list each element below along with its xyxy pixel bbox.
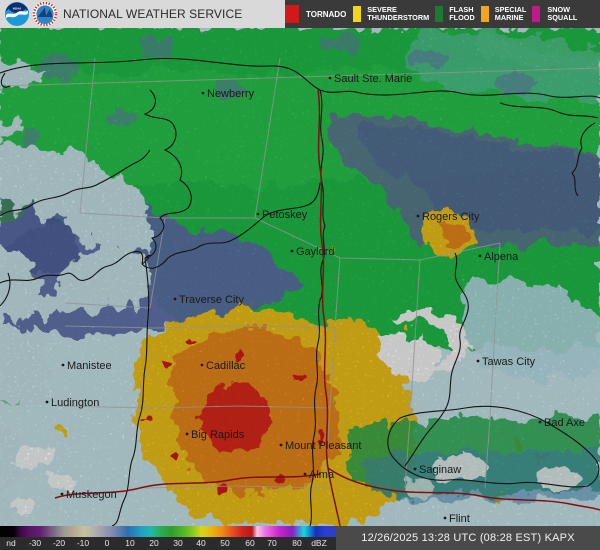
svg-text:Mount Pleasant: Mount Pleasant bbox=[285, 440, 361, 452]
svg-text:Ludington: Ludington bbox=[51, 397, 99, 409]
svg-text:Alpena: Alpena bbox=[484, 251, 519, 263]
svg-text:Flint: Flint bbox=[449, 513, 470, 525]
svg-text:NOAA: NOAA bbox=[13, 6, 22, 10]
svg-text:Manistee: Manistee bbox=[67, 360, 112, 372]
svg-text:Muskegon: Muskegon bbox=[66, 489, 117, 501]
svg-text:Bad Axe: Bad Axe bbox=[544, 417, 585, 429]
svg-text:Sault Ste. Marie: Sault Ste. Marie bbox=[334, 73, 412, 85]
svg-text:Big Rapids: Big Rapids bbox=[191, 429, 245, 441]
svg-text:Petoskey: Petoskey bbox=[262, 209, 308, 221]
svg-text:Traverse City: Traverse City bbox=[179, 294, 244, 306]
svg-text:Gaylord: Gaylord bbox=[296, 246, 335, 258]
svg-text:Tawas City: Tawas City bbox=[482, 356, 536, 368]
svg-text:Rogers City: Rogers City bbox=[422, 211, 480, 223]
svg-text:Cadillac: Cadillac bbox=[206, 360, 246, 372]
svg-text:Saginaw: Saginaw bbox=[419, 464, 461, 476]
svg-text:Newberry: Newberry bbox=[207, 88, 255, 100]
svg-text:Alma: Alma bbox=[309, 469, 335, 481]
